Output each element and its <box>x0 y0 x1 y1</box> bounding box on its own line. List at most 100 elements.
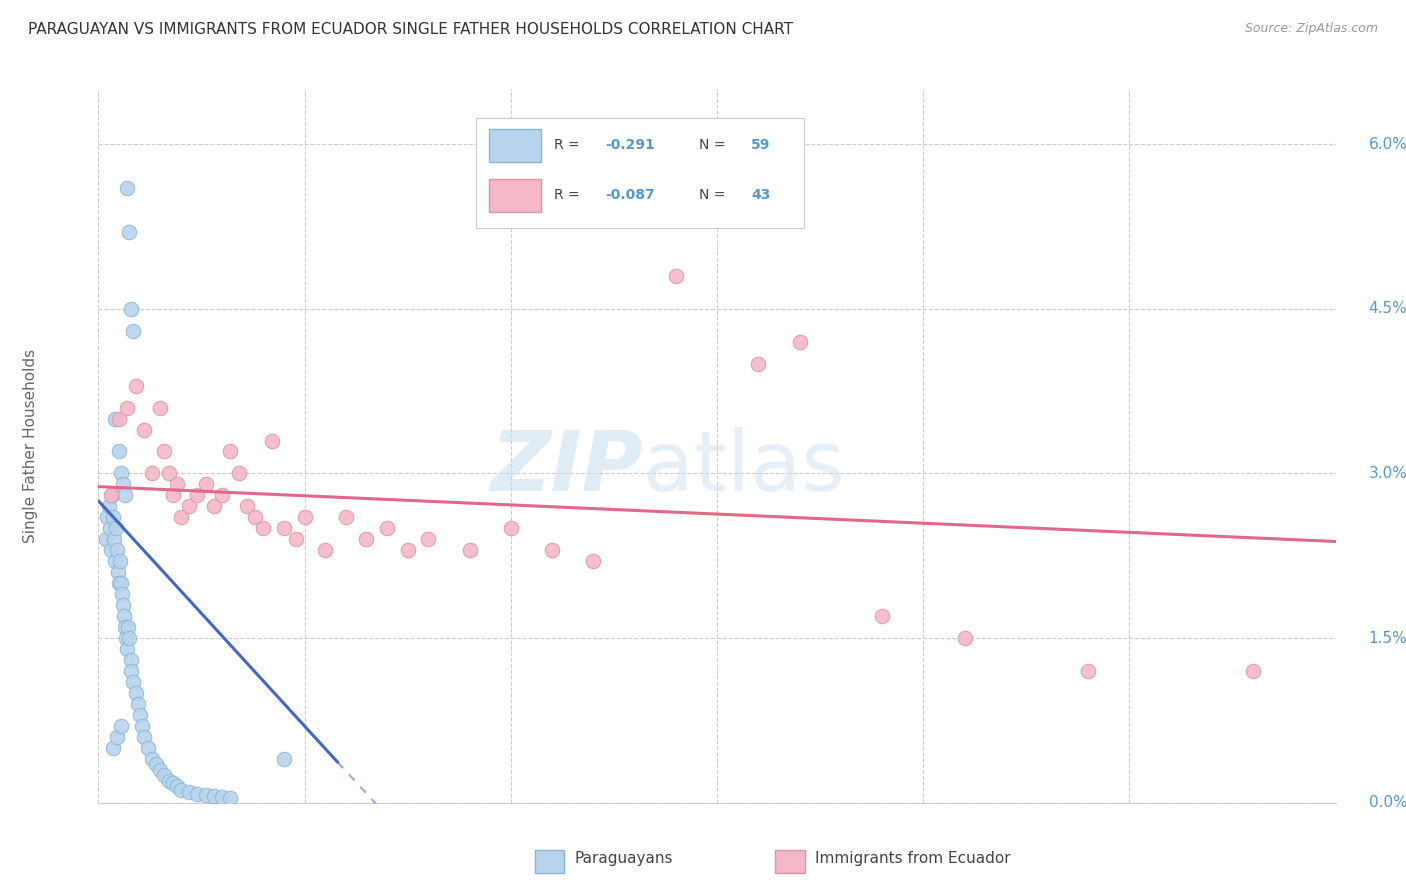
Point <box>953 631 976 645</box>
Point <box>115 631 138 645</box>
Text: PARAGUAYAN VS IMMIGRANTS FROM ECUADOR SINGLE FATHER HOUSEHOLDS CORRELATION CHART: PARAGUAYAN VS IMMIGRANTS FROM ECUADOR SI… <box>28 22 793 37</box>
Point <box>132 730 155 744</box>
Point <box>122 675 145 690</box>
Point <box>294 510 316 524</box>
Point <box>110 467 132 481</box>
Point <box>153 768 176 782</box>
Point <box>418 533 440 547</box>
Point <box>105 543 128 558</box>
Point <box>157 467 180 481</box>
Point <box>314 543 336 558</box>
Point <box>170 782 193 797</box>
Point <box>375 521 398 535</box>
Point <box>120 301 142 316</box>
Text: 0.0%: 0.0% <box>1368 796 1406 810</box>
Point <box>131 719 153 733</box>
Text: Source: ZipAtlas.com: Source: ZipAtlas.com <box>1244 22 1378 36</box>
Point <box>236 500 259 514</box>
Point <box>1077 664 1099 678</box>
Point <box>112 598 135 612</box>
Point <box>108 576 131 591</box>
Point <box>118 225 141 239</box>
Point <box>101 510 124 524</box>
Text: Immigrants from Ecuador: Immigrants from Ecuador <box>815 851 1011 866</box>
FancyBboxPatch shape <box>775 850 804 873</box>
Point <box>335 510 357 524</box>
Point <box>114 620 136 634</box>
Point <box>120 664 142 678</box>
Point <box>582 554 605 568</box>
Point <box>157 773 180 788</box>
Point <box>124 686 146 700</box>
Point <box>166 780 188 794</box>
Point <box>211 488 233 502</box>
Point <box>112 609 135 624</box>
Point <box>186 488 208 502</box>
Text: 6.0%: 6.0% <box>1368 136 1406 152</box>
Point <box>117 181 139 195</box>
Point <box>396 543 419 558</box>
Point <box>870 609 893 624</box>
Point <box>789 334 811 349</box>
Point <box>105 730 128 744</box>
Point <box>228 467 250 481</box>
Point <box>747 357 769 371</box>
Point <box>356 533 378 547</box>
Text: Single Father Households: Single Father Households <box>22 349 38 543</box>
Point <box>141 467 163 481</box>
Point <box>100 543 122 558</box>
Point <box>101 740 124 755</box>
Text: ZIP: ZIP <box>491 427 643 508</box>
Point <box>162 488 184 502</box>
Point <box>273 752 295 766</box>
Point <box>122 324 145 338</box>
Point <box>260 434 283 448</box>
Point <box>499 521 522 535</box>
Point <box>118 631 141 645</box>
Point <box>100 488 122 502</box>
Point <box>100 488 122 502</box>
Point <box>104 554 127 568</box>
Point <box>117 642 139 657</box>
Point <box>108 554 131 568</box>
Point <box>219 444 242 458</box>
Point <box>211 790 233 805</box>
Point <box>458 543 481 558</box>
Point <box>162 776 184 790</box>
Point <box>194 477 217 491</box>
Point <box>149 763 172 777</box>
Text: atlas: atlas <box>643 427 845 508</box>
Point <box>170 510 193 524</box>
Point <box>136 740 159 755</box>
Point <box>179 785 201 799</box>
Point <box>179 500 201 514</box>
Point <box>112 477 135 491</box>
Point <box>273 521 295 535</box>
Point <box>127 697 149 711</box>
Point <box>114 488 136 502</box>
Point <box>252 521 274 535</box>
Point <box>243 510 266 524</box>
Point <box>202 500 225 514</box>
Point <box>108 411 131 425</box>
Point <box>153 444 176 458</box>
Point <box>194 788 217 802</box>
Point <box>166 477 188 491</box>
Point <box>141 752 163 766</box>
Point <box>110 576 132 591</box>
Point <box>111 587 134 601</box>
Point <box>128 708 150 723</box>
Point <box>132 423 155 437</box>
Point <box>110 719 132 733</box>
Point <box>94 533 117 547</box>
Point <box>219 791 242 805</box>
Point <box>104 411 127 425</box>
Point <box>124 378 146 392</box>
Point <box>285 533 308 547</box>
Point <box>665 268 688 283</box>
Point <box>103 533 125 547</box>
Text: 1.5%: 1.5% <box>1368 631 1406 646</box>
Point <box>96 510 118 524</box>
Point <box>149 401 172 415</box>
Point <box>107 566 129 580</box>
